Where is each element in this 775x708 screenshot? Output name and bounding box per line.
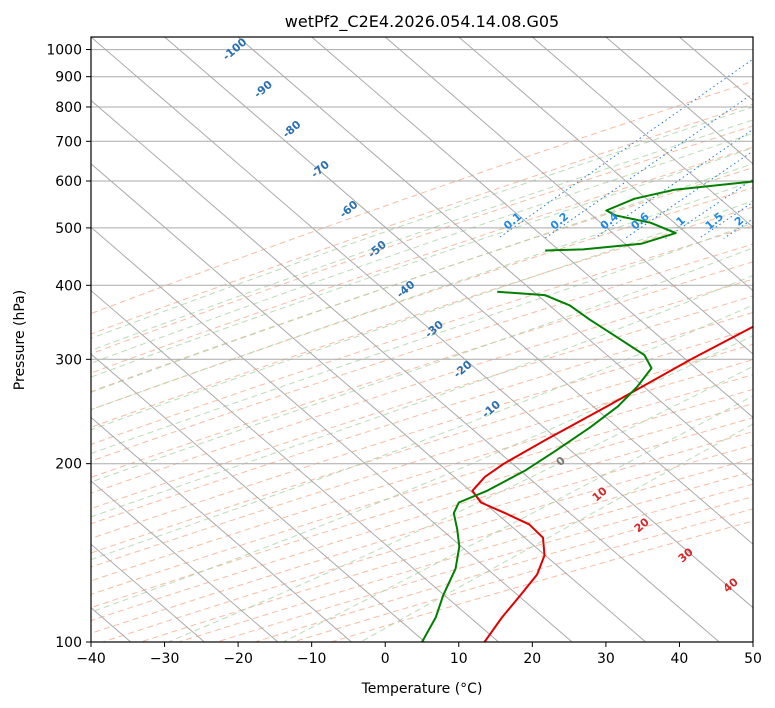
isotherm-line [91, 480, 279, 642]
dry-adiabat-line [91, 125, 753, 355]
dry-adiabat-line [91, 278, 753, 494]
isotherm-line [91, 37, 753, 609]
x-tick-label: −20 [223, 651, 253, 667]
isotherm-line [91, 289, 499, 642]
moist-adiabat-line [91, 304, 753, 561]
isotherm-line [164, 37, 753, 545]
isotherm-line [605, 37, 753, 165]
dry-adiabat-line [91, 328, 753, 540]
isotherm-line [91, 163, 647, 642]
y-tick-label: 300 [55, 352, 82, 368]
isotherm-line [91, 99, 720, 642]
moist-adiabat-line [91, 200, 753, 431]
y-tick-label: 500 [55, 221, 82, 237]
x-tick-label: −30 [150, 651, 180, 667]
moist-adiabat-line [91, 222, 753, 455]
x-axis-title: Temperature (°C) [361, 681, 483, 697]
dry-adiabat-line [91, 80, 753, 315]
moist-adiabat-line [91, 132, 753, 364]
y-tick-label: 800 [55, 100, 82, 116]
isotherm-line [237, 37, 753, 482]
isotherm-line [531, 37, 753, 228]
x-tick-label: 10 [450, 651, 468, 667]
dry-adiabat-line [91, 388, 753, 595]
isotherm-line [311, 37, 753, 419]
dry-adiabat-line [91, 146, 753, 374]
isotherm-line [91, 416, 352, 642]
isotherm-line [384, 37, 753, 355]
x-tick-label: 0 [381, 651, 390, 667]
axes: −40 −30 −20 −10 0 10 20 30 40 50 1000 900 800 700 600 5… [46, 43, 762, 667]
grid [91, 37, 753, 642]
x-tick-label: −40 [76, 651, 106, 667]
y-tick-label: 700 [55, 134, 82, 150]
x-tick-label: 30 [597, 651, 615, 667]
dry-adiabat-line [91, 225, 753, 445]
plot-frame [90, 36, 754, 643]
dry-adiabat-line [91, 103, 753, 335]
x-tick-label: −10 [297, 651, 327, 667]
temperature-profile-line [471, 325, 753, 642]
isotherm-line [458, 37, 753, 292]
x-tick-label: 50 [744, 651, 762, 667]
moist-adiabat-line [91, 147, 753, 378]
dewpoint-profile-line [545, 180, 753, 252]
x-tick-label: 40 [670, 651, 688, 667]
moist-adiabat-line [91, 274, 753, 518]
y-tick-label: 100 [55, 635, 82, 651]
dewpoint-profile-line [421, 290, 653, 642]
dry-adiabat-line [91, 311, 753, 525]
y-tick-label: 600 [55, 174, 82, 190]
profile-lines [421, 180, 753, 642]
dry-adiabat-line [91, 261, 753, 478]
isotherm-line [91, 353, 426, 642]
isotherm-line [91, 226, 573, 642]
y-tick-label: 400 [55, 278, 82, 294]
y-tick-label: 900 [55, 70, 82, 86]
y-axis-title: Pressure (hPa) [12, 290, 28, 390]
moist-adiabat-line [91, 335, 753, 613]
y-tick-label: 200 [55, 457, 82, 473]
chart-title: wetPf2_C2E4.2026.054.14.08.G05 [285, 12, 559, 32]
x-tick-label: 20 [523, 651, 541, 667]
y-tick-label: 1000 [46, 43, 82, 59]
